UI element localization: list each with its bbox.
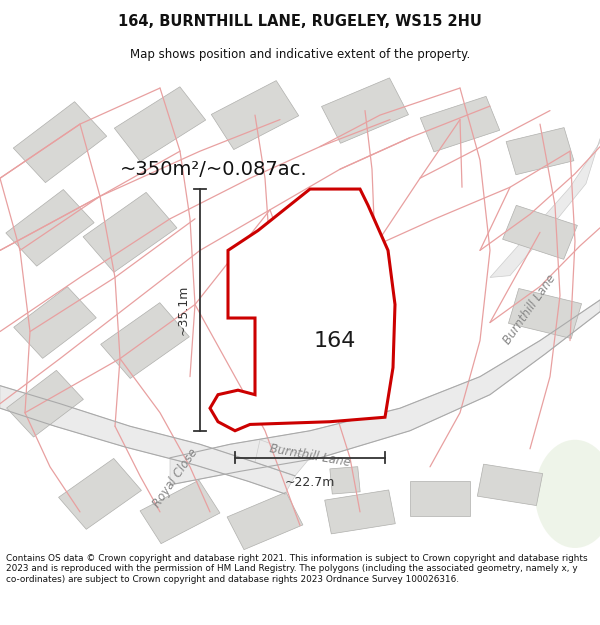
Text: Burnthill Lane: Burnthill Lane <box>268 442 352 469</box>
Polygon shape <box>503 206 577 259</box>
Text: Contains OS data © Crown copyright and database right 2021. This information is : Contains OS data © Crown copyright and d… <box>6 554 587 584</box>
Polygon shape <box>410 481 470 516</box>
Polygon shape <box>420 96 500 152</box>
Polygon shape <box>227 492 303 549</box>
Polygon shape <box>0 386 295 494</box>
Polygon shape <box>322 78 409 143</box>
Polygon shape <box>506 127 574 175</box>
Text: 164, BURNTHILL LANE, RUGELEY, WS15 2HU: 164, BURNTHILL LANE, RUGELEY, WS15 2HU <box>118 14 482 29</box>
Text: Burnthill Lane: Burnthill Lane <box>501 272 559 346</box>
Polygon shape <box>59 459 142 529</box>
Polygon shape <box>490 139 600 278</box>
Polygon shape <box>478 464 542 506</box>
Polygon shape <box>325 490 395 534</box>
Polygon shape <box>115 87 206 161</box>
Text: 164: 164 <box>314 331 356 351</box>
Polygon shape <box>101 302 190 379</box>
Polygon shape <box>7 371 83 437</box>
Text: ~35.1m: ~35.1m <box>177 285 190 335</box>
Polygon shape <box>83 192 177 272</box>
Polygon shape <box>13 102 107 182</box>
Polygon shape <box>140 480 220 544</box>
Text: Map shows position and indicative extent of the property.: Map shows position and indicative extent… <box>130 48 470 61</box>
Polygon shape <box>508 289 581 339</box>
Polygon shape <box>255 440 310 476</box>
Polygon shape <box>210 189 395 431</box>
Text: ~22.7m: ~22.7m <box>285 476 335 489</box>
Text: ~350m²/~0.087ac.: ~350m²/~0.087ac. <box>120 160 308 179</box>
Polygon shape <box>330 467 360 494</box>
Ellipse shape <box>535 440 600 548</box>
Polygon shape <box>14 287 96 358</box>
Polygon shape <box>170 300 600 485</box>
Polygon shape <box>211 81 299 149</box>
Text: Royal Close: Royal Close <box>150 446 200 509</box>
Polygon shape <box>6 189 94 266</box>
